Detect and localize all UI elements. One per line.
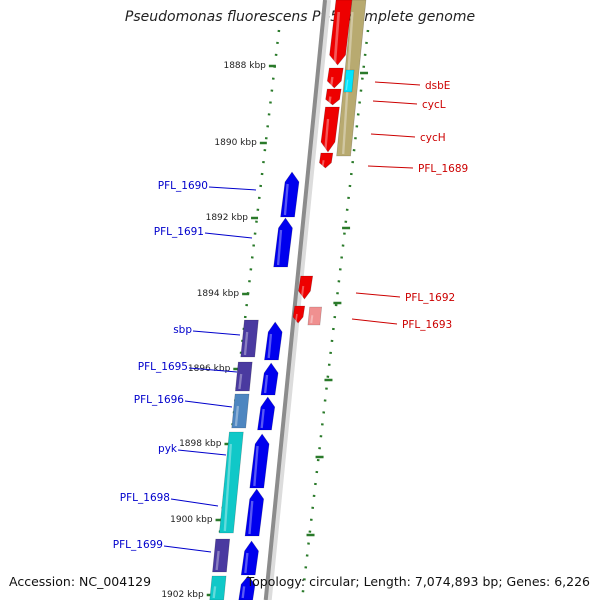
- reverse-gene-pink[interactable]: [307, 306, 322, 326]
- label-leader: [188, 367, 238, 373]
- gene-label-sbp[interactable]: sbp: [173, 324, 192, 336]
- forward-gene-block[interactable]: [273, 217, 293, 268]
- operon-band-cyan-sheen: [212, 586, 217, 599]
- operon-band-violet-sheen: [243, 331, 249, 356]
- reverse-gene-block-sheen: [324, 118, 330, 151]
- reverse-gene-block[interactable]: [326, 67, 344, 89]
- accession-text: Accession: NC_004129: [9, 574, 152, 589]
- scale-label: 1892 kbp: [206, 213, 249, 223]
- label-leader: [184, 400, 233, 408]
- reverse-gene-block-sheen: [321, 160, 325, 167]
- forward-gene-block-sheen: [283, 183, 289, 216]
- operon-band-violet-sheen: [215, 550, 220, 571]
- reverse-gene-block-sheen: [295, 313, 298, 322]
- operon-band-cyan[interactable]: [209, 575, 227, 600]
- operon-band-violet[interactable]: [240, 319, 259, 358]
- scale-label: 1888 kbp: [223, 61, 266, 71]
- label-leader: [204, 232, 253, 239]
- gene-label-dsbe[interactable]: dsbE: [425, 80, 450, 92]
- scale-label: 1898 kbp: [179, 439, 222, 449]
- forward-gene-block-sheen: [260, 408, 265, 429]
- gene-label-pfl_1696[interactable]: PFL_1696: [134, 394, 185, 406]
- forward-gene-block[interactable]: [280, 171, 300, 218]
- gene-label-cycl[interactable]: cycL: [422, 99, 446, 111]
- operon-highlight-cyan-sheen: [345, 79, 349, 91]
- reverse-gene-block-sheen: [328, 96, 332, 104]
- scale-label: 1894 kbp: [197, 289, 240, 299]
- forward-gene-block[interactable]: [244, 488, 264, 537]
- forward-gene-block-sheen: [263, 374, 269, 394]
- reverse-gene-block[interactable]: [329, 0, 353, 66]
- operon-band-steel-sheen: [234, 405, 240, 427]
- forward-gene-block-sheen: [248, 500, 254, 535]
- gene-label-pfl_1692[interactable]: PFL_1692: [405, 292, 455, 304]
- gene-label-pyk[interactable]: pyk: [158, 443, 178, 455]
- operon-band-steel[interactable]: [231, 393, 250, 429]
- gene-label-pfl_1699[interactable]: PFL_1699: [113, 539, 163, 551]
- topology-text: Topology: circular; Length: 7,074,893 bp…: [246, 574, 590, 589]
- operon-band-cyan[interactable]: [219, 431, 244, 534]
- label-leader: [170, 498, 219, 507]
- forward-gene-block[interactable]: [257, 396, 276, 431]
- gene-label-pfl_1689[interactable]: PFL_1689: [418, 163, 468, 175]
- forward-gene-block-sheen: [276, 229, 283, 266]
- reverse-gene-block-sheen: [333, 11, 341, 64]
- label-leader: [374, 81, 421, 86]
- forward-gene-block[interactable]: [260, 362, 279, 396]
- scale-label: 1890 kbp: [214, 138, 257, 148]
- gene-label-pfl_1693[interactable]: PFL_1693: [402, 319, 452, 331]
- gene-label-pfl_1691[interactable]: PFL_1691: [154, 226, 204, 238]
- label-leader: [163, 545, 212, 553]
- gene-label-cych[interactable]: cycH: [420, 132, 446, 144]
- forward-gene-block-sheen: [244, 552, 249, 574]
- reverse-gene-block[interactable]: [319, 152, 334, 169]
- reverse-gene-block[interactable]: [292, 305, 306, 324]
- label-leader: [177, 449, 227, 456]
- reverse-gene-block[interactable]: [298, 275, 314, 300]
- reverse-gene-block[interactable]: [325, 88, 342, 106]
- label-leader: [208, 186, 257, 191]
- backbone-shadow: [265, 0, 331, 600]
- label-leader: [351, 318, 398, 325]
- forward-gene-block[interactable]: [264, 321, 283, 361]
- gene-label-pfl_1690[interactable]: PFL_1690: [158, 180, 208, 192]
- forward-gene-block[interactable]: [249, 433, 270, 489]
- scale-label: 1900 kbp: [170, 515, 213, 525]
- gene-label-pfl_1698[interactable]: PFL_1698: [120, 492, 170, 504]
- forward-gene-block[interactable]: [238, 575, 256, 600]
- forward-gene-block-sheen: [253, 445, 259, 487]
- label-leader: [192, 330, 241, 336]
- map-title: Pseudomonas fluorescens Pf-5, complete g…: [124, 9, 476, 25]
- forward-gene-block-sheen: [241, 586, 246, 599]
- label-leader: [370, 133, 416, 138]
- reverse-gene-pink-sheen: [310, 315, 314, 324]
- forward-gene-block-sheen: [267, 333, 273, 359]
- label-leader: [355, 292, 401, 298]
- operon-band-violet[interactable]: [235, 361, 253, 392]
- forward-gene-block[interactable]: [240, 540, 259, 576]
- scale-label: 1902 kbp: [161, 590, 204, 600]
- operon-band-cyan-sheen: [223, 443, 232, 532]
- reverse-gene-block-sheen: [300, 285, 305, 298]
- operon-band-violet-sheen: [238, 373, 243, 390]
- gene-label-pfl_1695[interactable]: PFL_1695: [138, 361, 188, 373]
- scale-label: 1896 kbp: [188, 364, 231, 374]
- reverse-gene-block-sheen: [330, 76, 334, 87]
- genome-backbone: [263, 0, 327, 600]
- label-leader: [367, 165, 414, 169]
- label-leader: [372, 100, 418, 105]
- operon-band-violet[interactable]: [212, 538, 231, 573]
- reverse-gene-block[interactable]: [320, 106, 340, 153]
- operon-highlight-cyan[interactable]: [343, 69, 355, 93]
